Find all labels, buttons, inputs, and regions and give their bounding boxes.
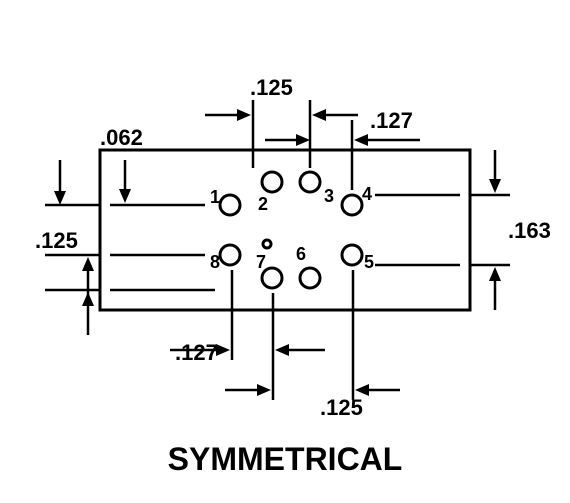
pin-2-label: 2 <box>258 194 268 214</box>
pin-1-label: 1 <box>210 187 220 207</box>
pin-3-label: 3 <box>324 186 334 206</box>
dim-125-top: .125 <box>250 75 293 100</box>
dim-062: .062 <box>100 125 143 150</box>
dim-125-left: .125 <box>35 228 78 253</box>
pin-8-label: 8 <box>210 252 220 272</box>
pin-6-label: 6 <box>296 244 306 264</box>
title-text: SYMMETRICAL <box>168 441 403 477</box>
dim-127-bottom: .127 <box>175 340 218 365</box>
pin-7-label: 7 <box>256 252 266 272</box>
dim-127-top: .127 <box>370 108 413 133</box>
dim-125-bottom: .125 <box>320 395 363 420</box>
pin-5-label: 5 <box>364 252 374 272</box>
dim-163: .163 <box>508 218 551 243</box>
pin-4-label: 4 <box>362 184 372 204</box>
